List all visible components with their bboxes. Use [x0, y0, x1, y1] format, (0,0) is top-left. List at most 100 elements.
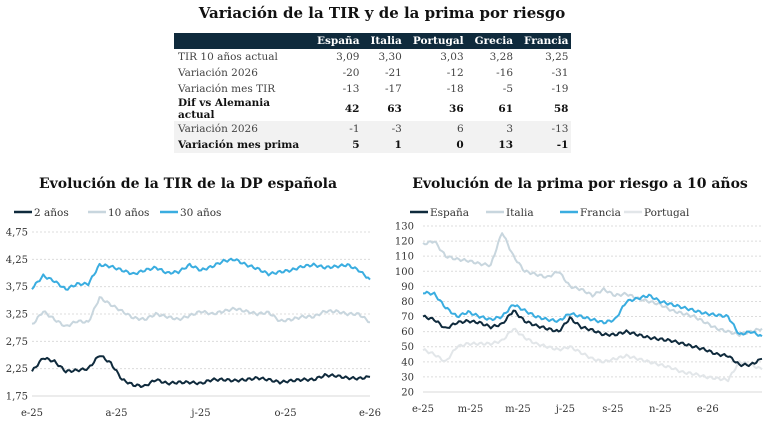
- row-label: Variación mes prima: [174, 137, 309, 153]
- cell-value: -1: [309, 121, 363, 137]
- header-españa: España: [309, 33, 363, 49]
- x-tick-label: e-26: [359, 408, 381, 419]
- y-tick-label: 2,25: [6, 364, 28, 375]
- series-line-2-años: [31, 355, 371, 388]
- series-line-francia: [423, 290, 763, 338]
- header-francia: Francia: [516, 33, 572, 49]
- header-italia: Italia: [362, 33, 405, 49]
- x-tick-label: m-25: [505, 404, 531, 415]
- cell-value: -13: [342, 83, 360, 95]
- y-tick-label: 3,25: [6, 310, 28, 321]
- table-row: Variación mes prima 5 1 0 13 -1: [174, 137, 572, 153]
- row-label: TIR 10 años actual: [178, 51, 278, 63]
- chart-1: Evolución de la TIR de la DP española 1,7…: [6, 175, 381, 419]
- x-tick-label: o-25: [274, 408, 296, 419]
- cell-value: 13: [466, 137, 517, 153]
- x-tick-label: a-25: [105, 408, 127, 419]
- y-tick-label: 4,75: [6, 228, 28, 239]
- y-tick-label: 30: [401, 372, 414, 383]
- cell-value: -13: [516, 121, 572, 137]
- cell-value: 1: [362, 137, 405, 153]
- header-grecia: Grecia: [466, 33, 517, 49]
- cell-value: -5: [502, 83, 514, 95]
- x-tick-label: e-25: [412, 404, 434, 415]
- table-body: TIR 10 años actual 3,09 3,30 3,03 3,28 3,25 Va…: [174, 49, 572, 153]
- legend-label: 10 años: [108, 207, 149, 219]
- cell-value: -31: [551, 67, 569, 79]
- main-title: Variación de la TIR y de la prima por ri…: [198, 4, 566, 22]
- y-tick-label: 3,75: [6, 282, 28, 293]
- y-tick-label: 90: [401, 282, 414, 293]
- cell-value: 61: [498, 103, 514, 115]
- cell-value: -18: [446, 83, 464, 95]
- cell-value: 3,09: [336, 51, 360, 63]
- legend-label: Italia: [506, 207, 534, 219]
- cell-value: -20: [342, 67, 360, 79]
- chart-2: Evolución de la prima por riesgo a 10 añ…: [395, 175, 763, 415]
- y-tick-label: 40: [401, 357, 414, 368]
- legend-label: Portugal: [644, 207, 690, 219]
- row-label: Variación 2026: [174, 121, 309, 137]
- cell-value: 3,03: [440, 51, 464, 63]
- y-tick-label: 130: [395, 222, 414, 233]
- legend-label: España: [430, 207, 469, 219]
- legend-label: 30 años: [180, 207, 221, 219]
- legend-label: 2 años: [34, 207, 69, 219]
- y-tick-label: 70: [401, 312, 414, 323]
- x-tick-label: n-25: [649, 404, 672, 415]
- x-tick-label: j-25: [190, 408, 210, 419]
- x-tick-label: j-25: [555, 404, 575, 415]
- cell-value: 5: [309, 137, 363, 153]
- x-tick-label: m-25: [458, 404, 484, 415]
- row-label: Variación 2026: [178, 67, 258, 79]
- y-tick-label: 50: [401, 342, 414, 353]
- table-row: Dif vs Alemania actual 42 63 36 61 58: [174, 97, 571, 121]
- series-line-portugal: [422, 327, 763, 383]
- cell-value: -21: [384, 67, 402, 79]
- x-tick-label: s-25: [602, 404, 623, 415]
- y-tick-label: 4,25: [6, 255, 28, 266]
- header-portugal: Portugal: [404, 33, 467, 49]
- series-line-10-años: [31, 296, 371, 328]
- cell-value: 36: [449, 103, 464, 115]
- cell-value: 58: [553, 103, 569, 115]
- series-line-30-años: [31, 257, 371, 291]
- x-tick-label: e-25: [21, 408, 43, 419]
- cell-value: -3: [362, 121, 405, 137]
- chart-title: Evolución de la prima por riesgo a 10 añ…: [412, 175, 748, 192]
- cell-value: -1: [516, 137, 572, 153]
- y-tick-label: 80: [401, 297, 414, 308]
- table-row: TIR 10 años actual 3,09 3,30 3,03 3,28 3,25: [174, 49, 571, 65]
- variation-table: España Italia Portugal Grecia Francia TIR 10…: [174, 33, 572, 153]
- cell-value: 0: [404, 137, 467, 153]
- cell-value: 6: [404, 121, 467, 137]
- row-label: Variación mes TIR: [178, 83, 276, 95]
- table-header-row: España Italia Portugal Grecia Francia: [174, 33, 572, 49]
- y-tick-label: 100: [395, 267, 414, 278]
- cell-value: 63: [387, 103, 402, 115]
- table-row: Variación 2026 -20 -21 -12 -16 -31: [174, 65, 571, 81]
- table-row: Variación mes TIR -13 -17 -18 -5 -19: [174, 81, 571, 97]
- legend-label: Francia: [580, 207, 621, 219]
- cell-value: -16: [496, 67, 514, 79]
- y-tick-label: 110: [395, 252, 414, 263]
- chart-title: Evolución de la TIR de la DP española: [39, 175, 337, 192]
- cell-value: 3,30: [378, 51, 402, 63]
- cell-value: 3,25: [545, 51, 569, 63]
- cell-value: 42: [344, 103, 360, 115]
- header-blank: [174, 33, 309, 49]
- cell-value: 3,28: [489, 51, 514, 63]
- y-tick-label: 1,75: [6, 392, 28, 403]
- series-line-italia: [422, 232, 763, 337]
- cell-value: -19: [551, 83, 569, 95]
- y-tick-label: 2,75: [6, 337, 28, 348]
- y-tick-label: 20: [401, 388, 414, 399]
- cell-value: 3: [466, 121, 517, 137]
- y-tick-label: 60: [401, 327, 414, 338]
- x-tick-label: e-26: [697, 404, 719, 415]
- row-label: Dif vs Alemania actual: [178, 97, 271, 121]
- cell-value: -12: [446, 67, 464, 79]
- cell-value: -17: [384, 83, 402, 95]
- table-row: Variación 2026 -1 -3 6 3 -13: [174, 121, 572, 137]
